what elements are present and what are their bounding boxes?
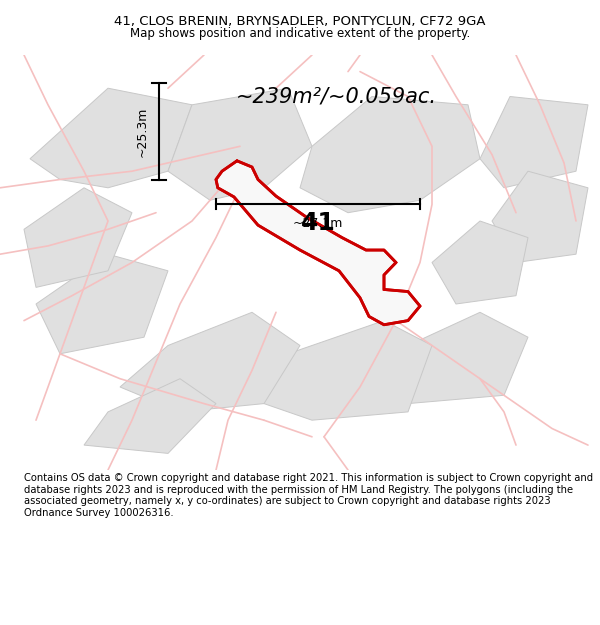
Polygon shape [84, 379, 216, 453]
Polygon shape [240, 321, 432, 420]
Polygon shape [36, 254, 168, 354]
Polygon shape [216, 161, 420, 325]
Text: Map shows position and indicative extent of the property.: Map shows position and indicative extent… [130, 27, 470, 39]
Polygon shape [30, 88, 192, 188]
Polygon shape [168, 88, 312, 200]
Text: 41: 41 [301, 211, 335, 235]
Text: ~27.1m: ~27.1m [293, 217, 343, 230]
Polygon shape [120, 312, 300, 412]
Polygon shape [24, 188, 132, 288]
Text: ~239m²/~0.059ac.: ~239m²/~0.059ac. [236, 86, 437, 106]
Text: ~25.3m: ~25.3m [135, 107, 148, 157]
Text: Contains OS data © Crown copyright and database right 2021. This information is : Contains OS data © Crown copyright and d… [24, 473, 593, 518]
Polygon shape [480, 96, 588, 188]
Polygon shape [492, 171, 588, 262]
Text: 41, CLOS BRENIN, BRYNSADLER, PONTYCLUN, CF72 9GA: 41, CLOS BRENIN, BRYNSADLER, PONTYCLUN, … [114, 16, 486, 28]
Polygon shape [408, 312, 528, 404]
Polygon shape [300, 96, 480, 212]
Polygon shape [432, 221, 528, 304]
